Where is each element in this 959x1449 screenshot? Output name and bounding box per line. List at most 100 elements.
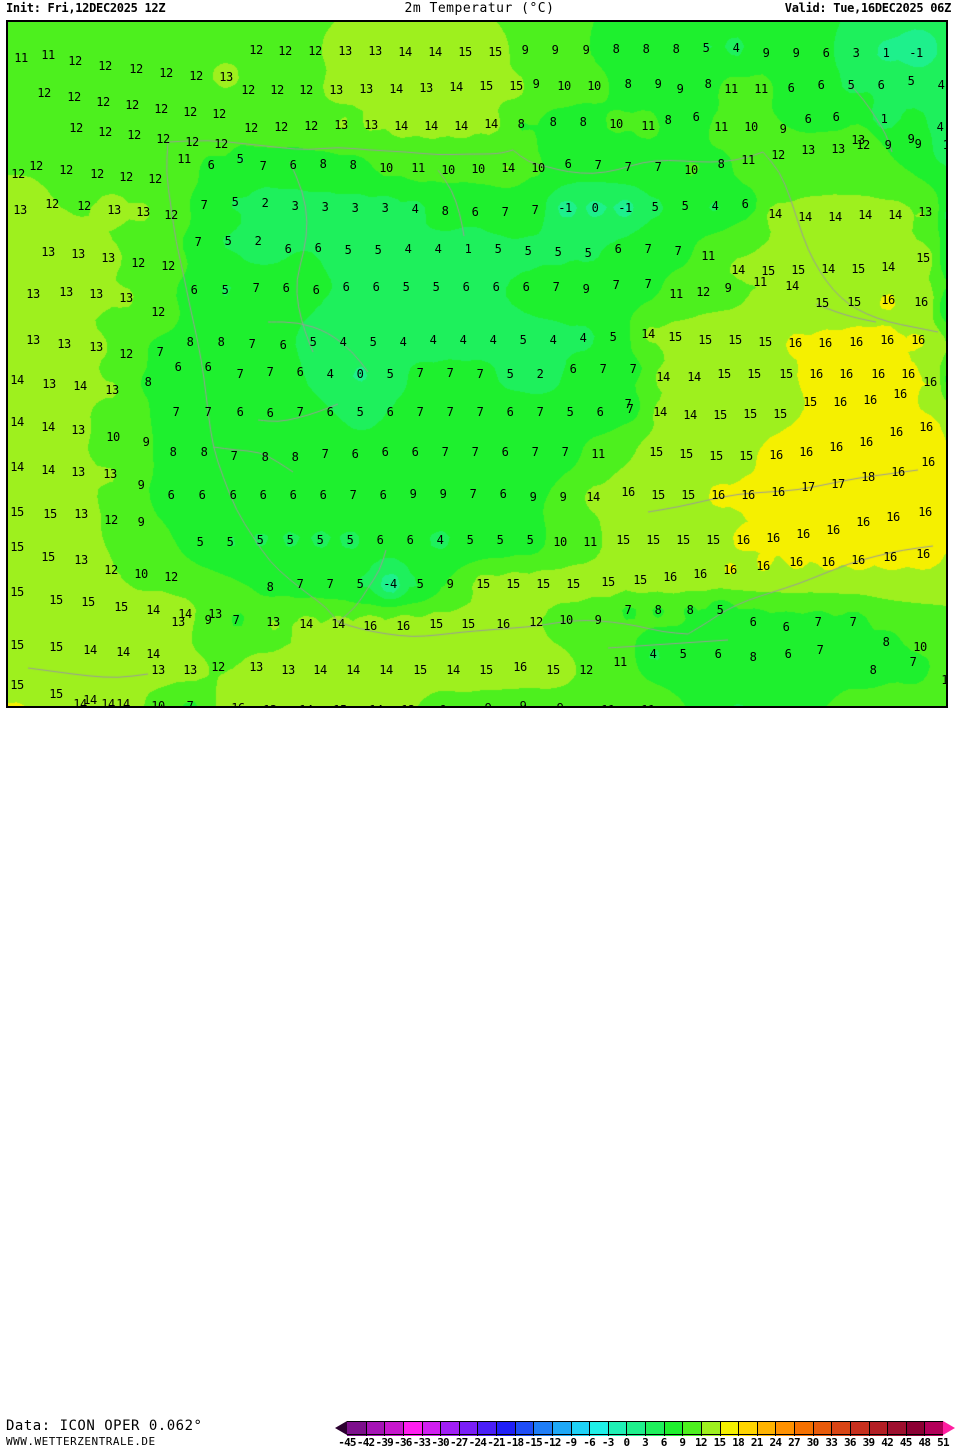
grid-value-label: 7 — [536, 405, 544, 419]
colorbar-swatches[interactable] — [335, 1421, 955, 1436]
grid-value-label: 9 — [440, 704, 447, 706]
grid-value-label: 7 — [349, 488, 357, 502]
grid-value-label: 15 — [479, 79, 493, 93]
grid-value-label: 11 — [411, 161, 425, 175]
grid-value-label: 16 — [886, 510, 900, 524]
grid-value-label: 16 — [901, 367, 915, 381]
grid-value-label: 7 — [236, 367, 244, 381]
grid-value-label: 16 — [851, 553, 865, 567]
map-frame[interactable]: 11 11 12 12 12 12 12 13 12 12 12 13 13 14 14 15 15 9 9 9 8 8 8… — [6, 20, 948, 708]
grid-value-label: 15 — [761, 264, 775, 278]
grid-value-label: 12 — [119, 347, 133, 361]
grid-value-label: 14 — [454, 119, 468, 133]
grid-value-label: 17 — [831, 477, 845, 491]
grid-value-label: 16 — [839, 367, 853, 381]
grid-value-label: 8 — [517, 117, 525, 131]
grid-value-label: 15 — [916, 251, 930, 265]
grid-value-label: 9 — [884, 138, 892, 152]
grid-value-label: 16 — [883, 550, 897, 564]
grid-value-label: 13 — [26, 287, 40, 301]
grid-value-label: 5 — [566, 405, 574, 419]
grid-value-label: 15 — [10, 638, 24, 652]
grid-value-label: 14 — [394, 119, 408, 133]
grid-value-label: 6 — [372, 280, 380, 294]
grid-value-label: 14 — [10, 415, 24, 429]
grid-value-label: 14 — [881, 260, 895, 274]
grid-value-label: 7 — [248, 337, 256, 351]
grid-value-label: 7 — [644, 242, 652, 256]
grid-value-label: 6 — [569, 362, 577, 376]
grid-value-label: 6 — [787, 81, 795, 95]
grid-value-label: 14 — [731, 263, 745, 277]
grid-value-label: 13 — [359, 82, 373, 96]
grid-value-label: 9 — [204, 613, 212, 627]
colorbar-tick-label: -18 — [505, 1436, 524, 1449]
grid-value-label: 4 — [404, 242, 412, 256]
grid-value-label: 16 — [396, 619, 410, 633]
grid-value-label: 3 — [351, 201, 359, 215]
init-time-label: Init: Fri,12DEC2025 12Z — [6, 1, 166, 15]
grid-value-label: 5 — [519, 333, 527, 347]
colorbar-tick-label: -30 — [431, 1436, 449, 1449]
grid-value-label: 13 — [71, 423, 85, 437]
grid-value-label: 7 — [252, 281, 260, 295]
grid-value-label: 6 — [379, 488, 387, 502]
grid-value-label: 4 — [549, 333, 557, 347]
grid-value-label: 13 — [105, 383, 119, 397]
colorbar-tick-label: -15 — [524, 1436, 543, 1449]
grid-value-label: 10 — [941, 673, 948, 687]
grid-value-label: 12 — [241, 83, 255, 97]
grid-value-label: 13 — [151, 663, 165, 677]
grid-value-label: 3 — [852, 46, 860, 60]
grid-value-label: 15 — [646, 533, 660, 547]
grid-value-label: 7 — [321, 447, 329, 461]
grid-value-label: 13 — [183, 663, 197, 677]
grid-value-label: 13 — [329, 83, 343, 97]
grid-value-label: 13 — [263, 704, 277, 706]
grid-value-label: 13 — [26, 333, 40, 347]
grid-value-label: 9 — [582, 43, 590, 57]
grid-value-label: 8 — [612, 42, 620, 56]
grid-value-label: 16 — [799, 445, 813, 459]
grid-value-label: 2 — [261, 196, 269, 210]
grid-value-label: 9 — [582, 282, 590, 296]
colorbar-tick-label: 30 — [806, 1436, 819, 1449]
grid-value-label: 6 — [411, 445, 419, 459]
temperature-contour-field[interactable] — [8, 22, 946, 706]
grid-value-label: 15 — [509, 79, 523, 93]
grid-value-label: 15 — [49, 687, 63, 701]
grid-value-label: 15 — [698, 333, 712, 347]
grid-value-label: 13 — [136, 205, 150, 219]
grid-value-label: 5 — [432, 280, 440, 294]
grid-value-label: 9 — [529, 490, 537, 504]
grid-value-label: 7 — [296, 405, 304, 419]
grid-value-label: 13 — [74, 553, 88, 567]
grid-value-label: 6 — [284, 242, 292, 256]
grid-value-label: 12 — [183, 105, 197, 119]
grid-value-label: 16 — [363, 619, 377, 633]
grid-value-label: 8 — [624, 77, 632, 91]
grid-value-label: 6 — [312, 283, 320, 297]
grid-value-label: 10 — [471, 162, 485, 176]
grid-value-label: 10 — [744, 120, 758, 134]
grid-value-label: 16 — [621, 485, 635, 499]
grid-value-label: 8 — [704, 77, 712, 91]
grid-value-label: 6 — [204, 360, 212, 374]
colorbar-tick-label: -42 — [356, 1436, 375, 1449]
grid-value-label: 14 — [10, 373, 24, 387]
grid-value-label: 5 — [369, 335, 377, 349]
grid-value-label: 12 — [579, 663, 593, 677]
grid-value-label: 2 — [254, 234, 262, 248]
grid-value-label: 4 — [937, 78, 945, 92]
grid-value-label: 12 — [304, 119, 318, 133]
grid-value-label: 1 — [882, 46, 890, 60]
grid-value-label: 5 — [356, 405, 364, 419]
grid-value-label: 5 — [356, 577, 364, 591]
grid-value-label: 7 — [266, 365, 274, 379]
colorbar-tick-label: 18 — [732, 1436, 744, 1449]
grid-value-label: 7 — [531, 445, 539, 459]
grid-value-label: 6 — [522, 280, 530, 294]
colorbar-tick-label: -21 — [487, 1436, 505, 1449]
color-scale-legend[interactable]: -45 -42 -39 -36 -33 -30 -27 -24 -21 -18 -15 -12 -9 -6… — [335, 1420, 955, 1449]
grid-value-label: 10 — [559, 613, 573, 627]
